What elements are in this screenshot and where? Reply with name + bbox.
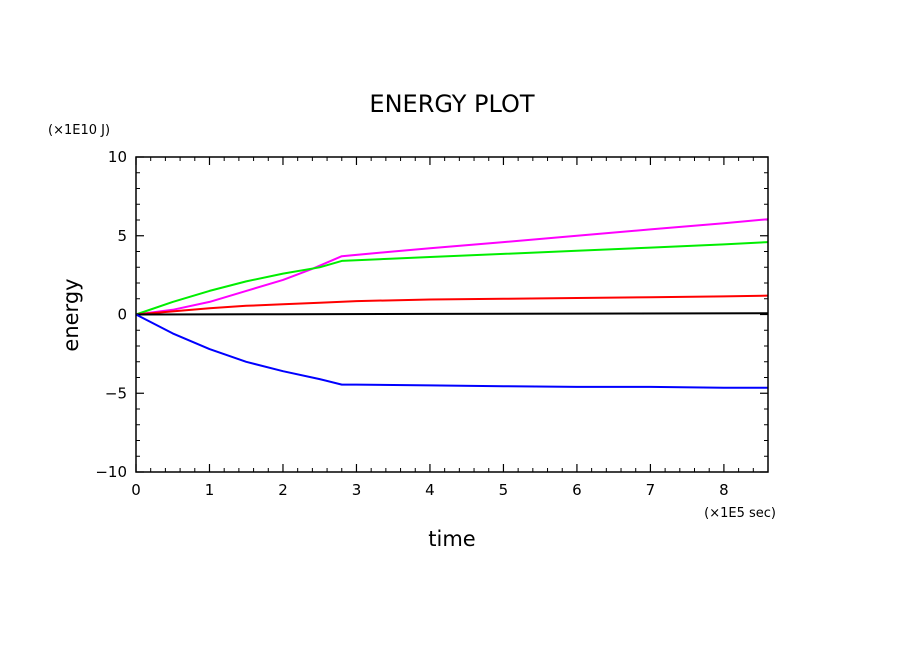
y-tick-label: 10 <box>108 148 127 166</box>
x-tick-label: 0 <box>131 481 141 499</box>
y-tick-label: −10 <box>95 463 127 481</box>
x-unit-label: (×1E5 sec) <box>704 506 776 521</box>
plot-frame <box>135 156 769 473</box>
chart-title: ENERGY PLOT <box>369 90 535 118</box>
x-tick-label: 7 <box>646 481 656 499</box>
x-tick-label: 1 <box>205 481 215 499</box>
x-tick-label: 6 <box>572 481 582 499</box>
y-tick-label: 0 <box>117 306 127 324</box>
y-tick-label: −5 <box>105 384 127 402</box>
x-tick-label: 3 <box>352 481 362 499</box>
series-line <box>135 294 769 316</box>
y-axis-label: energy <box>59 278 83 351</box>
y-unit-label: (×1E10 J) <box>48 123 110 138</box>
x-tick-label: 4 <box>425 481 435 499</box>
axis-ticks: 0 1 2 3 4 5 6 7 8 −10 −5 0 5 10 <box>95 148 768 499</box>
y-tick-label: 5 <box>117 227 127 245</box>
x-tick-label: 8 <box>719 481 729 499</box>
x-tick-label: 5 <box>499 481 509 499</box>
series-line <box>135 313 768 389</box>
series-layer <box>135 218 769 389</box>
x-tick-label: 2 <box>278 481 288 499</box>
series-line <box>135 218 769 316</box>
series-line <box>135 312 769 316</box>
series-line <box>135 241 769 316</box>
x-axis-label: time <box>428 527 475 551</box>
